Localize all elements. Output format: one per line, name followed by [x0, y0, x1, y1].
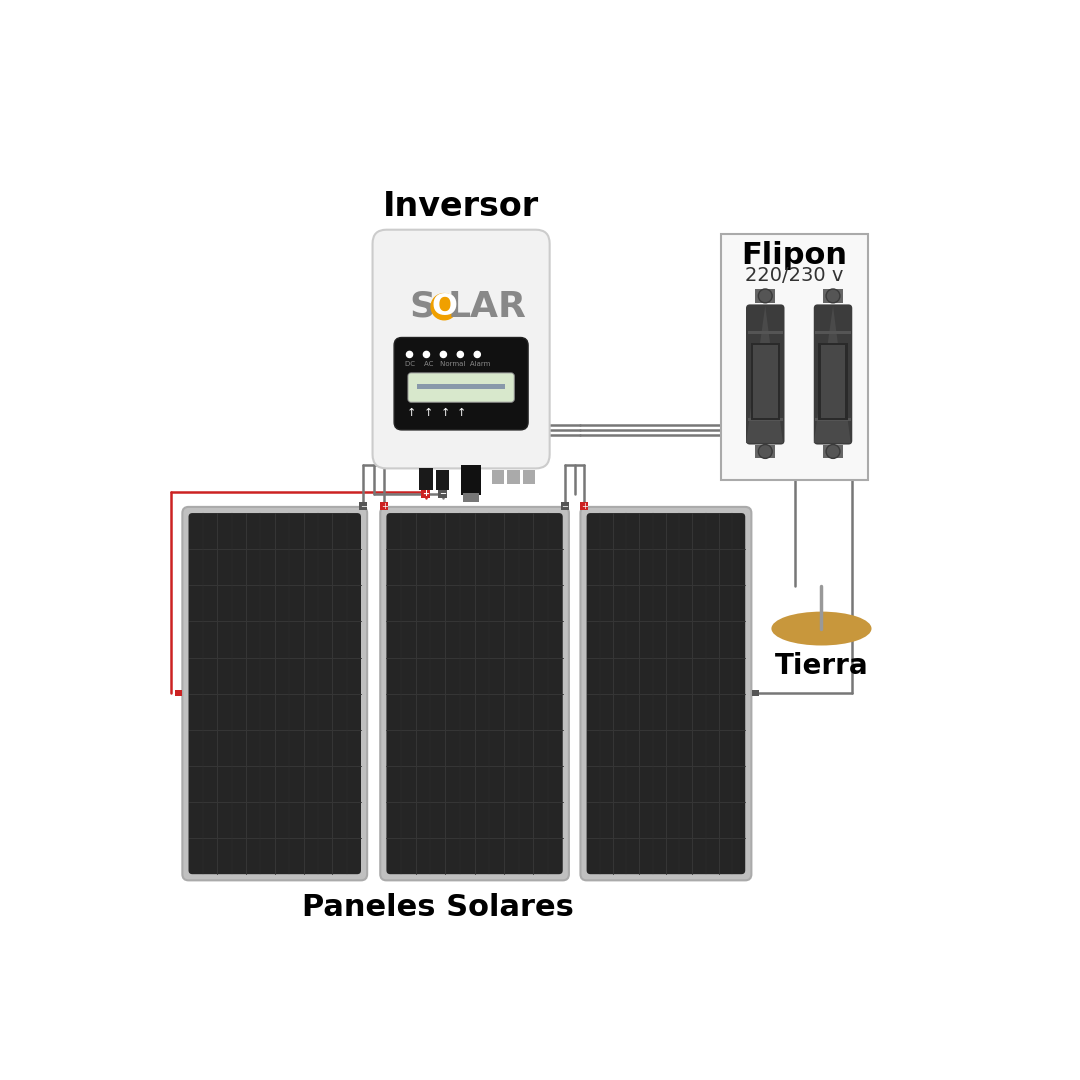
Text: −: − — [440, 489, 446, 498]
Text: ↑: ↑ — [423, 408, 433, 418]
Bar — [175, 690, 181, 697]
FancyBboxPatch shape — [373, 230, 550, 469]
Bar — [463, 494, 478, 502]
Bar — [562, 502, 569, 510]
Bar — [491, 470, 504, 484]
Bar — [721, 233, 867, 480]
Bar — [751, 342, 780, 420]
FancyBboxPatch shape — [189, 513, 361, 874]
FancyBboxPatch shape — [380, 507, 569, 880]
Bar — [523, 470, 535, 484]
Text: O: O — [431, 293, 457, 321]
FancyBboxPatch shape — [813, 305, 852, 445]
Text: S: S — [409, 289, 435, 324]
Text: −: − — [562, 501, 568, 511]
FancyBboxPatch shape — [387, 513, 563, 874]
Circle shape — [457, 351, 463, 357]
Bar — [752, 690, 759, 697]
Bar — [823, 445, 843, 458]
Text: Paneles Solares: Paneles Solares — [302, 893, 573, 922]
Circle shape — [441, 351, 446, 357]
Bar — [417, 383, 505, 389]
Text: ↑: ↑ — [441, 408, 449, 418]
Polygon shape — [813, 306, 851, 443]
FancyBboxPatch shape — [408, 373, 514, 402]
Text: DC    AC   Normal  Alarm: DC AC Normal Alarm — [405, 361, 490, 367]
Text: −: − — [360, 501, 367, 511]
Circle shape — [758, 289, 772, 302]
FancyBboxPatch shape — [746, 305, 784, 445]
Bar — [461, 464, 481, 496]
Bar — [823, 289, 843, 302]
Bar — [815, 418, 851, 421]
Ellipse shape — [771, 611, 872, 646]
Circle shape — [826, 445, 840, 458]
Text: ↑: ↑ — [457, 408, 467, 418]
FancyBboxPatch shape — [580, 507, 752, 880]
Text: +: + — [380, 501, 388, 511]
Text: LAR: LAR — [448, 289, 527, 324]
Bar — [508, 470, 519, 484]
FancyBboxPatch shape — [586, 513, 745, 874]
Bar — [747, 332, 783, 335]
Bar — [421, 490, 430, 498]
Circle shape — [423, 351, 430, 357]
Bar — [753, 346, 778, 418]
Bar — [755, 445, 775, 458]
FancyBboxPatch shape — [183, 507, 367, 880]
Text: Inversor: Inversor — [383, 190, 539, 224]
Bar — [380, 502, 388, 510]
Circle shape — [431, 294, 457, 320]
Text: Flipon: Flipon — [742, 241, 848, 270]
Bar — [419, 469, 433, 490]
Bar — [755, 289, 775, 302]
Polygon shape — [746, 306, 783, 443]
Text: 220/230 v: 220/230 v — [745, 267, 843, 285]
Text: +: + — [581, 501, 588, 511]
Circle shape — [406, 351, 413, 357]
Bar — [580, 502, 589, 510]
Circle shape — [758, 445, 772, 458]
Text: +: + — [422, 489, 429, 498]
FancyBboxPatch shape — [394, 337, 528, 430]
Circle shape — [474, 351, 481, 357]
Text: ↑: ↑ — [406, 408, 416, 418]
Bar — [821, 346, 846, 418]
Bar — [360, 502, 367, 510]
Bar — [436, 470, 449, 490]
Bar — [438, 490, 447, 498]
Bar — [819, 342, 848, 420]
Circle shape — [826, 289, 840, 302]
Text: Tierra: Tierra — [774, 651, 868, 679]
Bar — [747, 418, 783, 421]
Bar — [815, 332, 851, 335]
